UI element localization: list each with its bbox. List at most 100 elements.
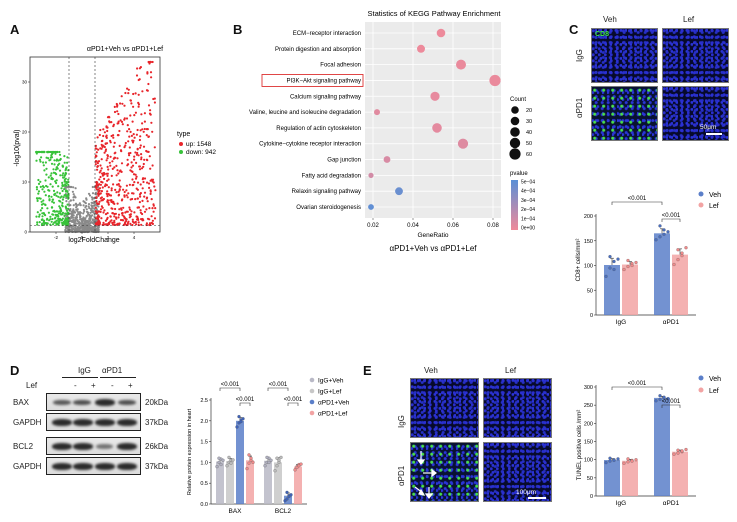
kegg-xlabel: GeneRatio	[417, 232, 448, 239]
cd8-bar	[654, 233, 670, 315]
volcano-point	[63, 188, 66, 191]
volcano-point	[99, 197, 102, 200]
cd8-annot-1-bracket	[611, 201, 663, 205]
volcano-point	[48, 194, 51, 198]
volcano-point	[113, 152, 116, 155]
kegg-dot	[456, 59, 466, 70]
volcano-point	[35, 150, 38, 154]
volcano-point	[96, 202, 99, 205]
volcano-point	[128, 135, 131, 138]
western-point	[237, 414, 241, 419]
volcano-point	[46, 217, 49, 220]
kegg-dot	[436, 28, 446, 38]
volcano-point	[88, 217, 91, 220]
volcano-point	[96, 229, 99, 232]
volcano-point	[151, 60, 154, 64]
volcano-point	[91, 192, 95, 195]
volcano-point	[149, 113, 152, 116]
volcano-point	[58, 153, 62, 156]
volcano-ytick-label: 10	[22, 180, 28, 185]
volcano-point	[49, 223, 52, 226]
tunel-point	[654, 399, 658, 403]
volcano-point	[52, 210, 55, 213]
volcano-xtick-label: 4	[133, 235, 136, 240]
volcano-point	[61, 164, 64, 167]
volcano-point	[134, 111, 137, 114]
cd8-point	[608, 266, 612, 270]
volcano-point	[137, 105, 140, 108]
volcano-point	[110, 121, 113, 124]
volcano-point	[146, 200, 149, 203]
volcano-point	[134, 92, 137, 95]
volcano-point	[54, 180, 57, 183]
volcano-point	[112, 223, 115, 226]
kegg-size-legend-dot	[511, 106, 519, 114]
cd8-point	[680, 251, 684, 255]
volcano-point	[118, 208, 121, 211]
blot-kda-bcl2: 26kDa	[145, 442, 169, 451]
volcano-point	[77, 211, 80, 215]
volcano-point	[67, 178, 70, 181]
tunel-ytick-label: 150	[584, 440, 593, 446]
cd8-legend-lef: Lef	[709, 203, 719, 210]
volcano-point	[95, 217, 98, 220]
volcano-point	[97, 184, 100, 187]
volcano-point	[134, 220, 137, 224]
tunel-point	[608, 456, 612, 460]
volcano-plot: αPD1+Veh vs αPD1+Lef -2 0 2 4 0 10 20 30 log2Fo…	[14, 46, 216, 244]
volcano-point	[126, 87, 129, 90]
volcano-point	[98, 192, 101, 196]
volcano-point	[71, 215, 74, 218]
volcano-point	[134, 177, 138, 180]
cd8-ytick-label: 50	[587, 288, 593, 294]
volcano-point	[108, 194, 111, 197]
volcano-point	[110, 174, 113, 177]
volcano-point	[65, 166, 68, 169]
western-category-label: BAX	[228, 508, 242, 515]
volcano-point	[142, 165, 145, 168]
volcano-point	[43, 150, 46, 154]
volcano-point	[51, 200, 54, 203]
volcano-point	[63, 155, 66, 158]
western-point	[217, 456, 221, 460]
volcano-point	[150, 198, 153, 201]
volcano-point	[37, 190, 41, 193]
volcano-point	[133, 114, 136, 117]
volcano-point	[152, 203, 155, 206]
volcano-point	[99, 169, 102, 172]
volcano-point	[55, 210, 58, 213]
volcano-point	[113, 219, 116, 222]
volcano-point	[83, 210, 86, 213]
kegg-dot	[374, 109, 380, 116]
volcano-point	[77, 226, 80, 229]
volcano-point	[128, 206, 131, 209]
volcano-point	[130, 170, 133, 173]
volcano-point	[74, 203, 77, 206]
volcano-title: αPD1+Veh vs αPD1+Lef	[87, 46, 163, 53]
volcano-point	[140, 218, 143, 221]
volcano-point	[74, 187, 77, 190]
western-point	[263, 464, 267, 468]
e-scale-bar	[528, 497, 546, 499]
volcano-point	[134, 173, 137, 176]
volcano-point	[130, 134, 133, 137]
volcano-point	[105, 134, 108, 137]
volcano-point	[116, 110, 119, 113]
western-point	[267, 460, 271, 465]
volcano-point	[128, 154, 131, 157]
volcano-point	[95, 147, 98, 150]
volcano-point	[94, 191, 97, 194]
volcano-point	[138, 78, 141, 81]
volcano-point	[47, 211, 51, 214]
kegg-dot	[368, 172, 374, 178]
volcano-point	[112, 134, 115, 137]
volcano-point	[141, 90, 144, 93]
cd8-ytick-label: 150	[584, 239, 593, 245]
volcano-point	[44, 203, 47, 207]
volcano-point	[91, 219, 94, 222]
tunel-point	[684, 447, 688, 452]
volcano-point	[103, 145, 106, 149]
western-bar	[274, 462, 282, 504]
volcano-point	[72, 204, 75, 207]
kegg-dots	[368, 28, 501, 210]
